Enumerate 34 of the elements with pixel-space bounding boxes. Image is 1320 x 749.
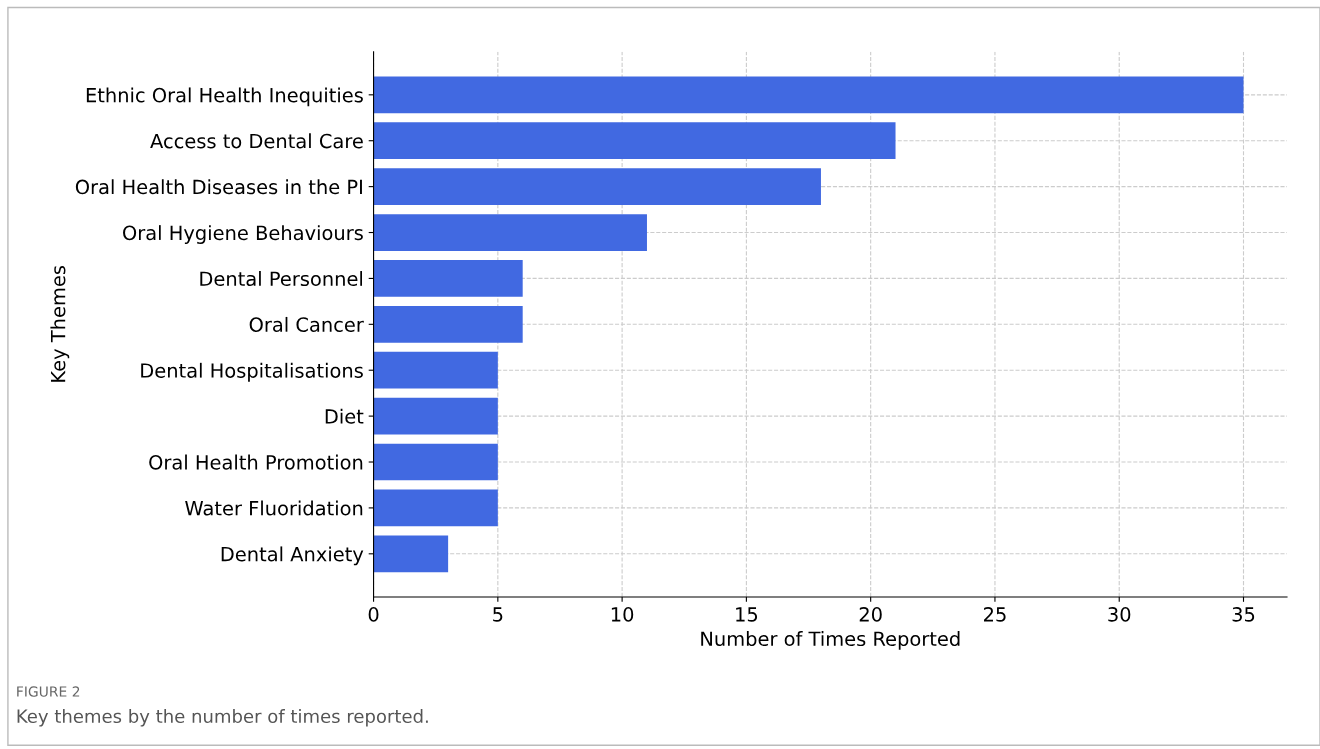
x-tick-label: 20 [859, 607, 882, 622]
y-tick-label: Water Fluoridation [185, 500, 363, 516]
bar [373, 260, 523, 297]
x-tick-label: 35 [1232, 607, 1255, 622]
x-tick-label: 0 [368, 607, 379, 622]
bar [373, 76, 1244, 114]
bar [373, 443, 498, 481]
y-tick-label: Diet [325, 408, 364, 424]
x-axis-title: Number of Times Reported [701, 631, 960, 650]
bar [373, 351, 498, 389]
y-tick-label: Dental Personnel [200, 271, 363, 287]
bar [373, 122, 896, 160]
y-tick-label: Oral Cancer [249, 316, 364, 332]
x-tick-label: 10 [611, 607, 634, 622]
x-tick-label: 25 [984, 607, 1006, 622]
bar [373, 489, 498, 527]
y-tick-label: Oral Health Promotion [149, 454, 363, 470]
y-axis-title: Key Themes [50, 265, 70, 382]
y-tick-label: Dental Anxiety [221, 546, 364, 566]
x-tick-label: 5 [493, 607, 503, 622]
y-tick-label: Oral Hygiene Behaviours [123, 225, 363, 244]
x-tick-label: 30 [1108, 607, 1131, 622]
bar [373, 397, 498, 435]
y-tick-label: Oral Health Diseases in the PI [75, 179, 362, 195]
x-tick-label: 15 [736, 607, 758, 622]
y-tick-label: Ethnic Oral Health Inequities [86, 87, 363, 107]
bar [373, 168, 821, 205]
bar [373, 214, 647, 251]
y-tick-label: Dental Hospitalisations [141, 362, 363, 382]
bar [373, 305, 523, 343]
bar [373, 535, 449, 573]
y-tick-label: Access to Dental Care [150, 133, 363, 149]
caption: FIGURE 2 [17, 686, 80, 697]
text: Key themes by the number of times reported. [17, 709, 428, 727]
